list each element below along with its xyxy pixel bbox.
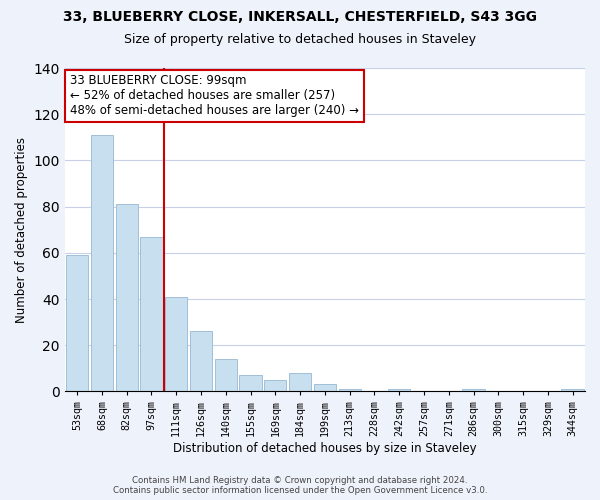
Y-axis label: Number of detached properties: Number of detached properties [15,136,28,322]
Bar [239,375,262,392]
Bar [314,384,336,392]
Bar [140,236,163,392]
Bar [264,380,286,392]
Bar [116,204,138,392]
Bar [66,255,88,392]
Bar [388,389,410,392]
Text: Contains HM Land Registry data © Crown copyright and database right 2024.
Contai: Contains HM Land Registry data © Crown c… [113,476,487,495]
Bar [91,135,113,392]
X-axis label: Distribution of detached houses by size in Staveley: Distribution of detached houses by size … [173,442,477,455]
Bar [562,389,584,392]
Bar [338,389,361,392]
Text: 33 BLUEBERRY CLOSE: 99sqm
← 52% of detached houses are smaller (257)
48% of semi: 33 BLUEBERRY CLOSE: 99sqm ← 52% of detac… [70,74,359,118]
Bar [215,359,237,392]
Text: Size of property relative to detached houses in Staveley: Size of property relative to detached ho… [124,32,476,46]
Bar [463,389,485,392]
Bar [190,332,212,392]
Bar [289,373,311,392]
Bar [165,296,187,392]
Text: 33, BLUEBERRY CLOSE, INKERSALL, CHESTERFIELD, S43 3GG: 33, BLUEBERRY CLOSE, INKERSALL, CHESTERF… [63,10,537,24]
